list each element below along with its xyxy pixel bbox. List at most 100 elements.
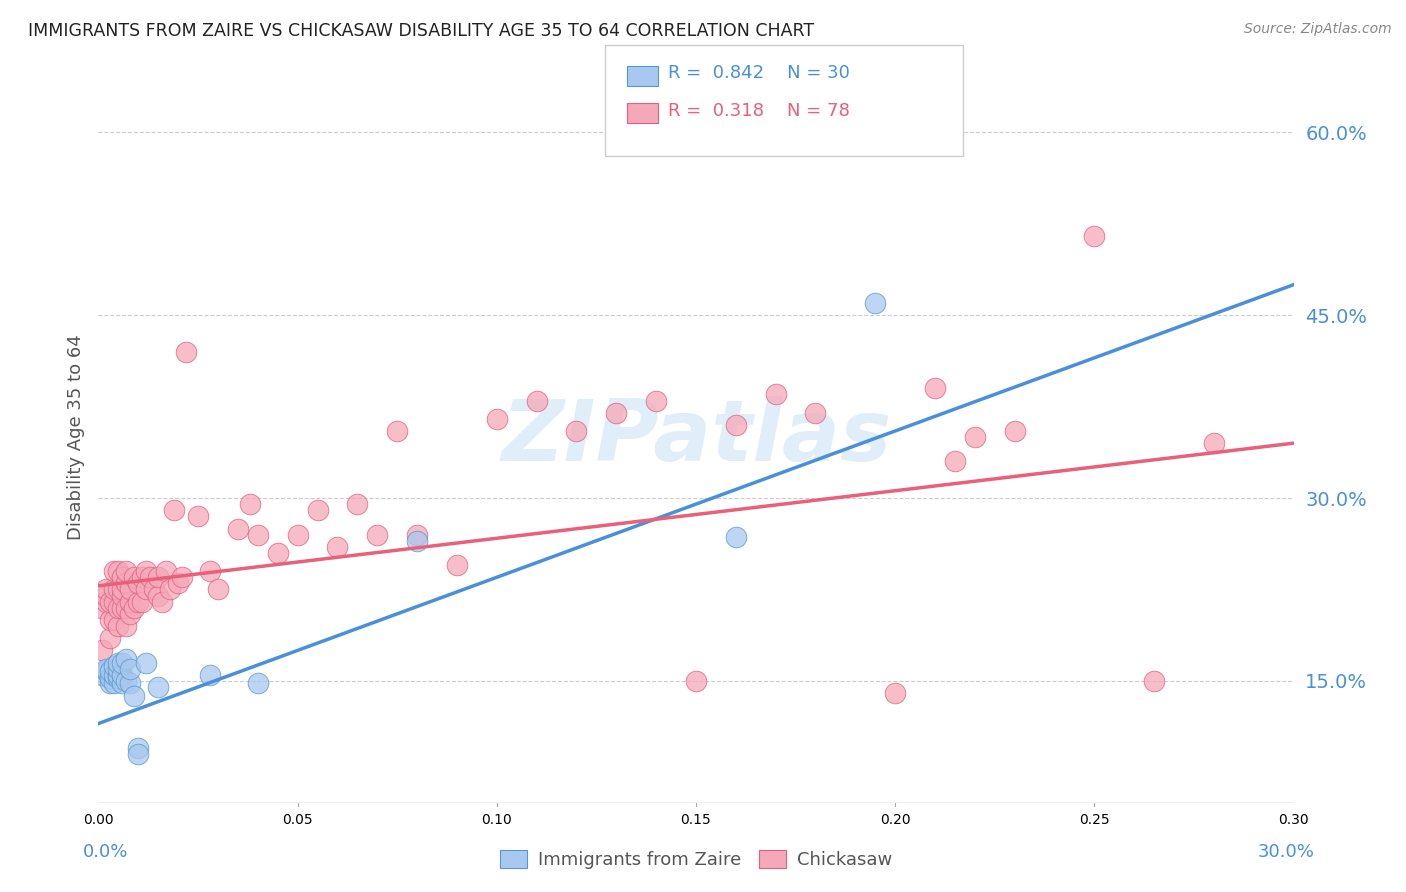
Point bbox=[198, 564, 221, 578]
Point bbox=[115, 564, 138, 578]
Point bbox=[120, 662, 142, 676]
Point bbox=[963, 430, 986, 444]
Point bbox=[111, 600, 134, 615]
Text: 0.0%: 0.0% bbox=[83, 843, 128, 861]
Point bbox=[124, 600, 146, 615]
Point bbox=[115, 673, 138, 688]
Point bbox=[246, 527, 269, 541]
Point bbox=[127, 594, 149, 608]
Point bbox=[131, 594, 153, 608]
Point bbox=[1004, 424, 1026, 438]
Point bbox=[96, 662, 118, 676]
Point bbox=[98, 632, 122, 646]
Point bbox=[172, 570, 194, 584]
Point bbox=[605, 406, 627, 420]
Point bbox=[135, 656, 157, 670]
Point bbox=[685, 673, 707, 688]
Point bbox=[98, 664, 122, 678]
Text: R =  0.842    N = 30: R = 0.842 N = 30 bbox=[668, 64, 849, 82]
Point bbox=[150, 594, 173, 608]
Point bbox=[115, 600, 138, 615]
Point bbox=[724, 417, 747, 432]
Point bbox=[103, 613, 125, 627]
Point bbox=[804, 406, 827, 420]
Point bbox=[124, 689, 146, 703]
Point bbox=[724, 530, 747, 544]
Point bbox=[115, 576, 138, 591]
Point bbox=[485, 412, 508, 426]
Point bbox=[111, 582, 134, 597]
Point bbox=[765, 387, 787, 401]
Point bbox=[120, 594, 142, 608]
Point bbox=[148, 589, 170, 603]
Point bbox=[226, 521, 249, 535]
Point bbox=[198, 667, 221, 681]
Point bbox=[111, 656, 134, 670]
Point bbox=[307, 503, 329, 517]
Point bbox=[120, 676, 142, 690]
Point bbox=[103, 564, 125, 578]
Point bbox=[115, 652, 138, 666]
Point bbox=[91, 600, 114, 615]
Point bbox=[446, 558, 468, 573]
Point bbox=[115, 619, 138, 633]
Point bbox=[346, 497, 368, 511]
Point bbox=[565, 424, 588, 438]
Text: ZIPatlas: ZIPatlas bbox=[501, 395, 891, 479]
Point bbox=[103, 582, 125, 597]
Point bbox=[287, 527, 309, 541]
Point bbox=[96, 589, 118, 603]
Point bbox=[96, 582, 118, 597]
Point bbox=[924, 381, 946, 395]
Point bbox=[98, 594, 122, 608]
Point bbox=[120, 607, 142, 621]
Point bbox=[135, 564, 157, 578]
Point bbox=[98, 672, 122, 686]
Point bbox=[385, 424, 409, 438]
Point bbox=[246, 676, 269, 690]
Point bbox=[148, 680, 170, 694]
Point bbox=[526, 393, 548, 408]
Point bbox=[96, 664, 118, 678]
Point bbox=[143, 582, 166, 597]
Point bbox=[96, 594, 118, 608]
Legend: Immigrants from Zaire, Chickasaw: Immigrants from Zaire, Chickasaw bbox=[491, 840, 901, 878]
Point bbox=[406, 533, 429, 548]
Point bbox=[98, 676, 122, 690]
Point bbox=[111, 570, 134, 584]
Point bbox=[103, 594, 125, 608]
Point bbox=[107, 672, 129, 686]
Point bbox=[187, 509, 209, 524]
Point bbox=[127, 740, 149, 755]
Point bbox=[91, 643, 114, 657]
Point bbox=[267, 546, 290, 560]
Point bbox=[107, 656, 129, 670]
Point bbox=[406, 527, 429, 541]
Point bbox=[124, 570, 146, 584]
Point bbox=[103, 676, 125, 690]
Point bbox=[163, 503, 186, 517]
Point bbox=[131, 570, 153, 584]
Point bbox=[366, 527, 388, 541]
Point bbox=[107, 564, 129, 578]
Point bbox=[111, 676, 134, 690]
Point bbox=[943, 454, 966, 468]
Point bbox=[127, 747, 149, 761]
Point bbox=[103, 659, 125, 673]
Point bbox=[1083, 228, 1105, 243]
Point bbox=[159, 582, 181, 597]
Point bbox=[135, 582, 157, 597]
Point bbox=[148, 570, 170, 584]
Point bbox=[107, 582, 129, 597]
Text: R =  0.318    N = 78: R = 0.318 N = 78 bbox=[668, 102, 849, 120]
Point bbox=[111, 667, 134, 681]
Point bbox=[127, 576, 149, 591]
Point bbox=[239, 497, 262, 511]
Point bbox=[120, 582, 142, 597]
Point bbox=[326, 540, 349, 554]
Y-axis label: Disability Age 35 to 64: Disability Age 35 to 64 bbox=[66, 334, 84, 540]
Point bbox=[107, 667, 129, 681]
Text: 30.0%: 30.0% bbox=[1258, 843, 1315, 861]
Point bbox=[139, 570, 162, 584]
Point bbox=[107, 662, 129, 676]
